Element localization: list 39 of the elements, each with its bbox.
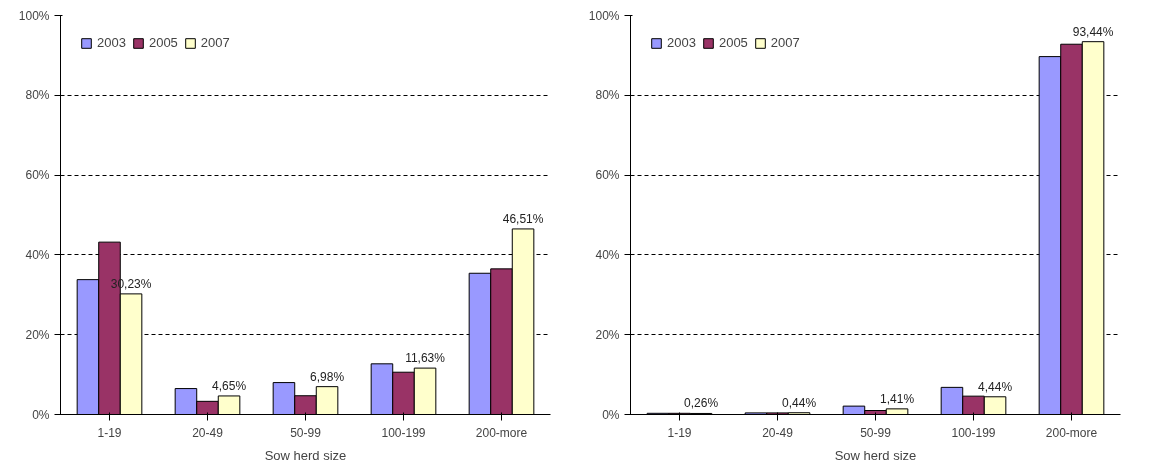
y-tick-label: 0% xyxy=(602,407,620,422)
y-tick-label: 100% xyxy=(18,8,50,23)
legend-label: 2005 xyxy=(148,35,178,50)
x-tick-label: 200-more xyxy=(1045,425,1098,440)
x-tick-label: 50-99 xyxy=(860,425,892,440)
x-axis-title: Sow herd size xyxy=(834,447,917,463)
legend-label: 2003 xyxy=(667,35,696,50)
y-tick-label: 40% xyxy=(25,247,50,262)
y-tick-label: 20% xyxy=(595,327,620,342)
y-tick-label: 20% xyxy=(25,327,50,342)
data-label: 1,41% xyxy=(880,391,915,406)
legend-label: 2003 xyxy=(97,35,126,50)
data-label: 46,51% xyxy=(502,211,544,226)
y-tick-label: 100% xyxy=(588,8,620,23)
x-tick-label: 20-49 xyxy=(192,425,224,440)
y-tick-label: 80% xyxy=(595,88,620,103)
data-label: 4,65% xyxy=(212,378,247,393)
x-axis-title: Sow herd size xyxy=(264,447,347,463)
data-label: 93,44% xyxy=(1072,24,1114,39)
x-tick-label: 1-19 xyxy=(97,425,122,440)
x-tick-label: 100-199 xyxy=(381,425,426,440)
x-tick-label: 1-19 xyxy=(667,425,692,440)
data-label: 6,98% xyxy=(310,369,345,384)
x-tick-label: 100-199 xyxy=(951,425,996,440)
data-label: 11,63% xyxy=(405,351,446,366)
legend-label: 2007 xyxy=(200,35,230,50)
y-tick-label: 60% xyxy=(595,168,620,183)
x-tick-label: 200-more xyxy=(475,425,528,440)
legend-label: 2007 xyxy=(770,35,800,50)
x-tick-label: 50-99 xyxy=(290,425,322,440)
data-label: 4,44% xyxy=(978,379,1013,394)
data-label: 0,44% xyxy=(782,395,817,410)
x-tick-label: 20-49 xyxy=(762,425,794,440)
data-label: 0,26% xyxy=(684,396,719,411)
legend-label: 2005 xyxy=(718,35,748,50)
y-tick-label: 60% xyxy=(25,168,50,183)
y-tick-label: 40% xyxy=(595,247,620,262)
y-tick-label: 80% xyxy=(25,88,50,103)
y-tick-label: 0% xyxy=(32,407,50,422)
